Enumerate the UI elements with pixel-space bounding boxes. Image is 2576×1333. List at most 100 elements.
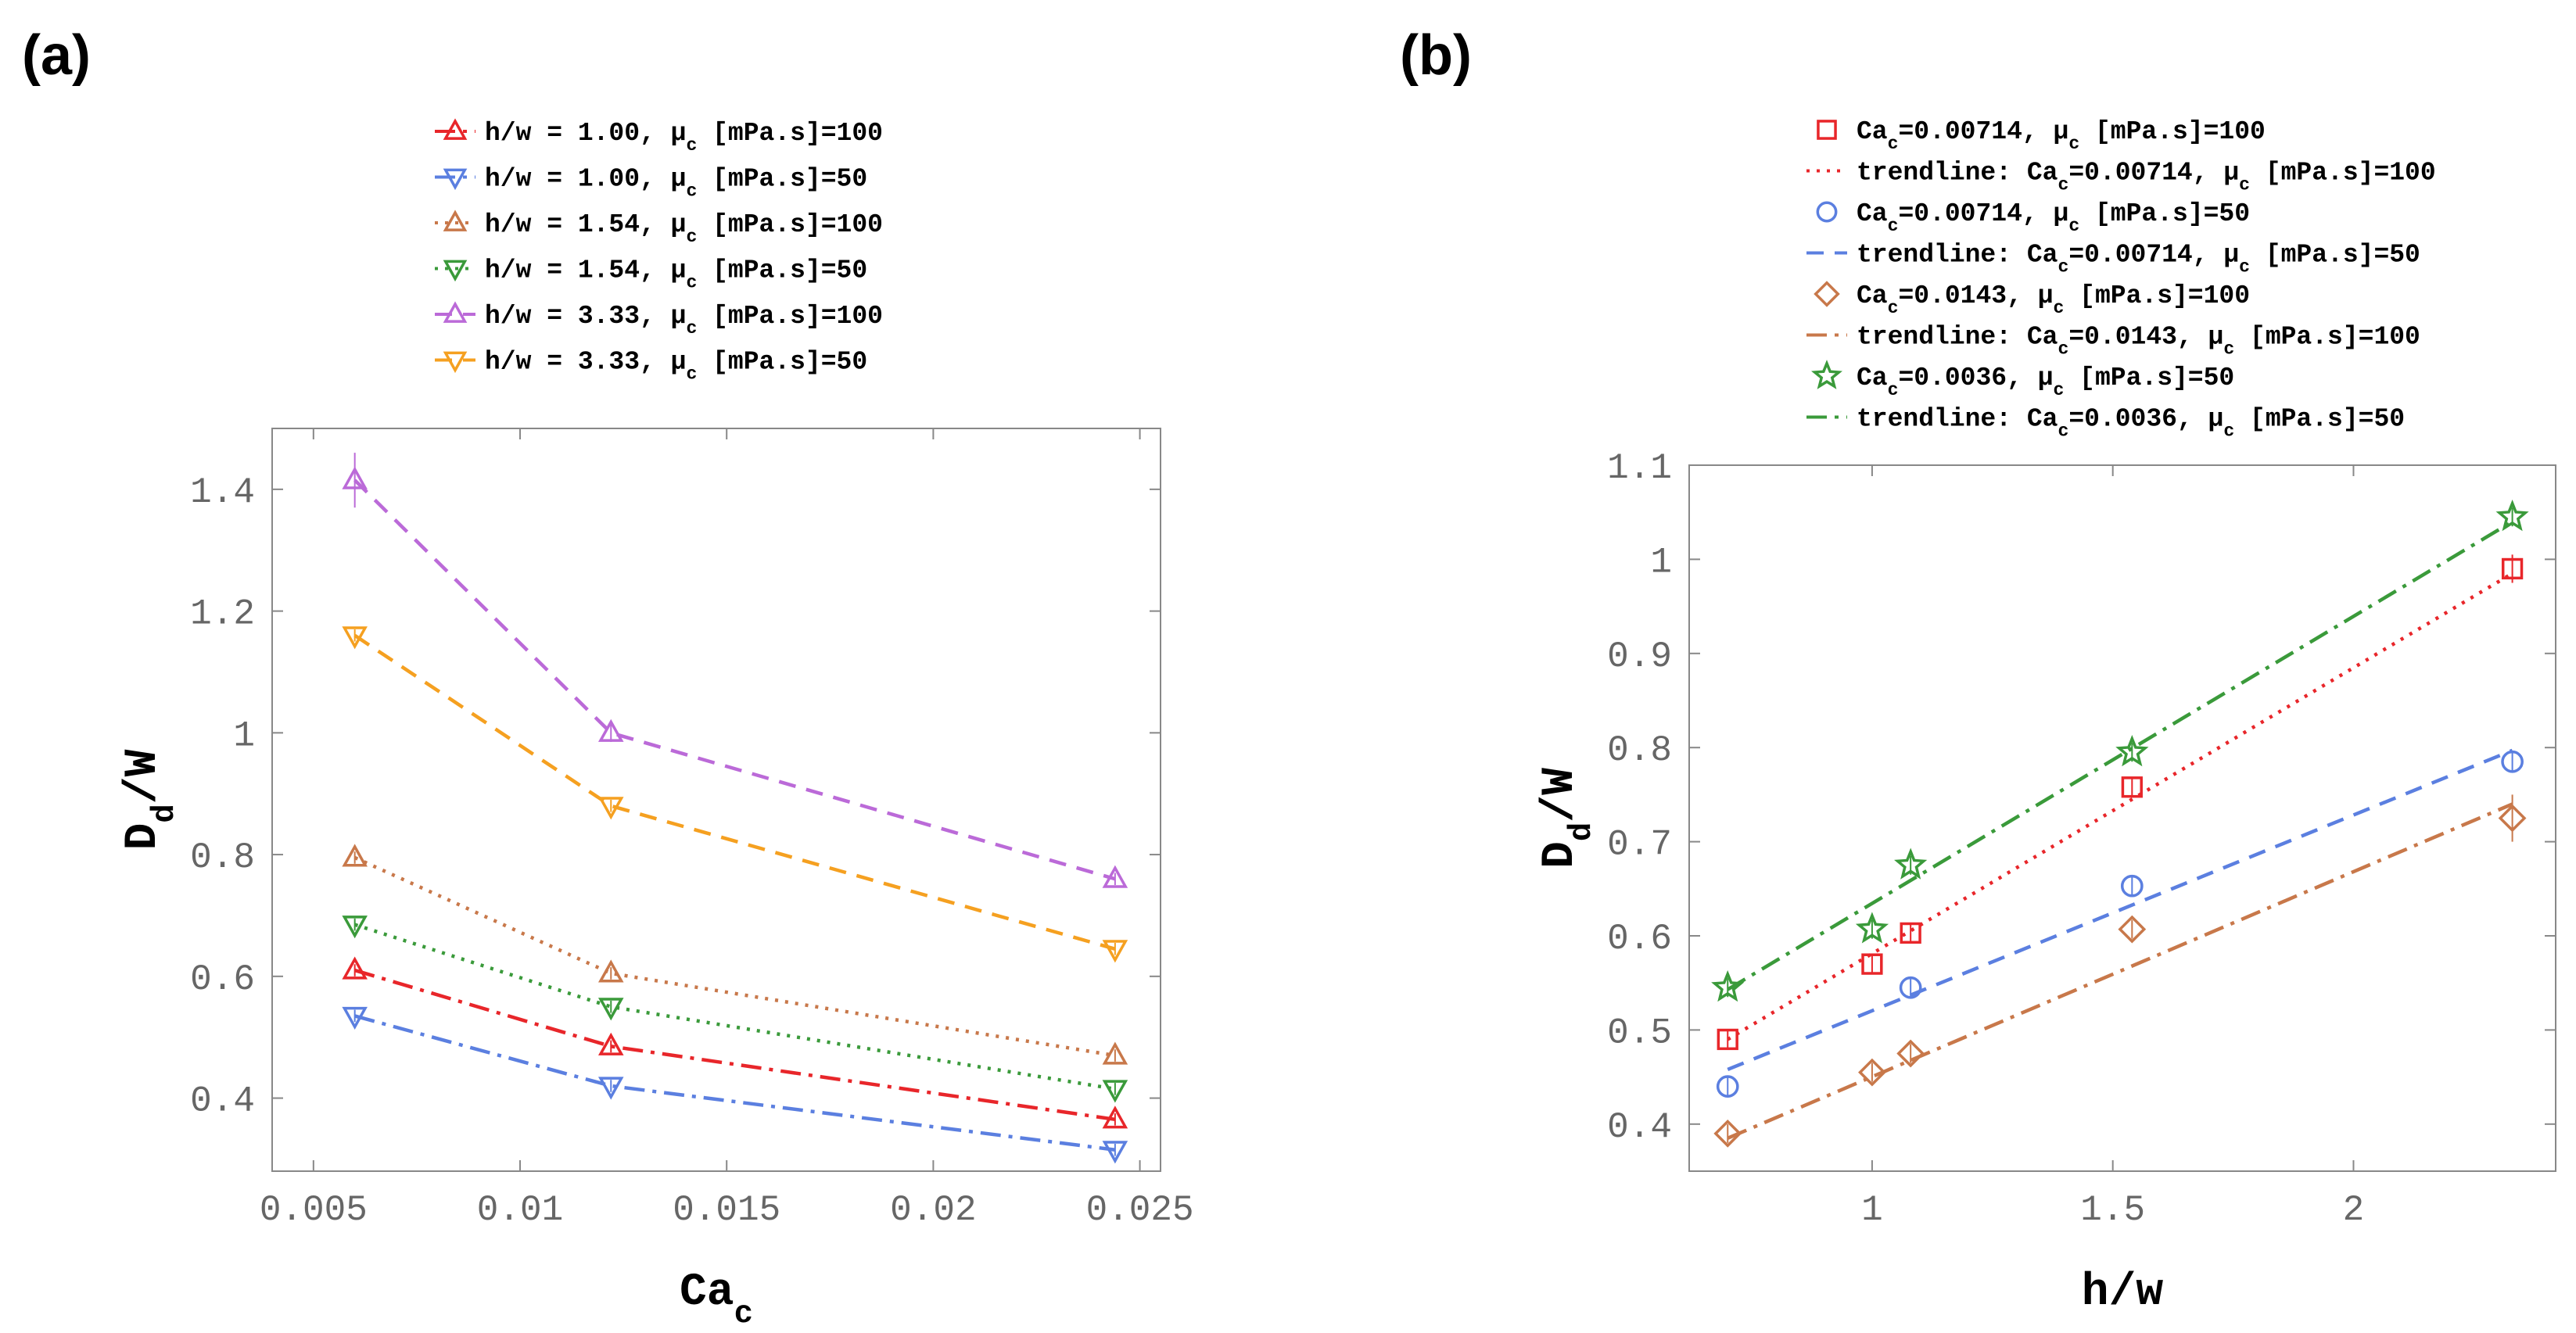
panel-b-trendline-1 [1727,748,2513,1072]
panel-b-ytick-label: 0.9 [1607,636,1672,677]
panel-b-legend-label: Cac=0.0036, μc [mPa.s]=50 [1857,364,2234,400]
panel-b-data-point [1717,1028,1738,1051]
panel-b-legend-marker [1817,120,1837,140]
panel-a-ytick-label: 1 [233,715,255,756]
panel-b-plot-frame [1688,464,2556,1172]
panel-a-legend-label: h/w = 3.33, μc [mPa.s]=50 [485,348,867,385]
panel-a-data-point [342,466,368,489]
panel-a-series-line-1 [354,1014,1116,1152]
panel-a-data-point [1102,940,1128,963]
panel-b-data-point [1858,1058,1886,1087]
panel-b-y-axis-label: Dd/W [1535,768,1600,869]
panel-a-xtick-label: 0.015 [673,1190,780,1231]
panel-b-data-point [2121,776,2143,798]
panel-b-data-point [1855,912,1889,944]
panel-a-ytick-label: 1.4 [190,472,255,513]
panel-b-data-point [1894,847,1928,880]
panel-a-legend-marker [443,118,468,140]
panel-a-x-axis-label: Cac [680,1267,753,1329]
panel-b-ytick-label: 0.7 [1607,825,1672,865]
panel-a-xtick-label: 0.005 [260,1190,368,1231]
panel-a-data-point [342,844,368,867]
panel-a-xtick-label: 0.01 [477,1190,563,1231]
panel-a-data-point [1102,1080,1128,1103]
panel-b-xtick-label: 2 [2343,1190,2365,1231]
panel-a-y-axis-label: Dd/W [118,749,183,850]
panel-a-data-point [342,1006,368,1030]
panel-b-chart: 1 1.5 2 0.4 0.5 0.6 0.7 0.8 0.9 1 1.1 h/w Dd/W Cac=0.… [1535,117,2556,1318]
panel-b-legend-trend-label: trendline: Cac=0.00714, μc [mPa.s]=100 [1857,159,2436,195]
panel-a-legend-label: h/w = 1.00, μc [mPa.s]=50 [485,165,867,202]
panel-b-data-point [2501,750,2524,773]
panel-b-data-point [1713,1119,1742,1148]
panel-b-data-point [1716,1075,1739,1098]
panel-b-data-point [2498,804,2527,833]
panel-a-plot-frame [271,428,1161,1172]
panel-a-letter: (a) [22,24,91,87]
panel-a-data-point [597,959,624,983]
panel-a-legend-label: h/w = 1.00, μc [mPa.s]=100 [485,119,883,156]
panel-b-data-point [2115,734,2149,767]
panel-b-xtick-label: 1.5 [2080,1190,2145,1231]
panel-a-series-line-4 [353,478,1116,881]
panel-b-data-point [2495,499,2529,532]
panel-b-data-point [1711,970,1745,1002]
panel-a-ytick-label: 1.2 [190,594,255,635]
panel-a-data-point [597,1032,624,1055]
panel-b-data-point [1900,922,1921,944]
panel-a-data-point [342,956,368,980]
panel-a-data-point [1102,1041,1128,1065]
panel-b-legend-label: Cac=0.00714, μc [mPa.s]=100 [1857,117,2266,154]
panel-b-data-point [1896,1039,1925,1068]
panel-a-series-line-5 [353,633,1116,951]
panel-a-ytick-label: 0.4 [190,1081,255,1122]
panel-a-series-line-0 [354,968,1116,1122]
panel-b-legend-trend-label: trendline: Cac=0.0036, μc [mPa.s]=50 [1857,405,2405,442]
panel-b-legend-label: Cac=0.0143, μc [mPa.s]=100 [1857,281,2250,318]
panel-a-data-point [1102,865,1128,888]
panel-a-data-point [342,916,368,939]
panel-b-legend-trend-label: trendline: Cac=0.00714, μc [mPa.s]=50 [1857,241,2420,278]
panel-b-letter: (b) [1400,24,1472,87]
panel-a-data-point [1102,1141,1128,1164]
panel-a-ytick-label: 0.8 [190,837,255,878]
panel-b-ytick-label: 0.8 [1607,730,1672,771]
panel-a-series-line-3 [353,923,1116,1091]
panel-b-data-point [2501,557,2524,580]
panel-b-legend-marker [1816,201,1838,223]
panel-b-legend-trend-label: trendline: Cac=0.0143, μc [mPa.s]=100 [1857,323,2420,360]
panel-a-ytick-label: 0.6 [190,959,255,1000]
panel-b-legend-marker [1814,281,1840,307]
panel-b-trendline-3 [1727,520,2513,991]
panel-b-ytick-label: 0.6 [1607,919,1672,959]
panel-b-data-point [2118,915,2147,944]
panel-a-legend-marker [443,351,468,374]
panel-a-data-point [597,1077,624,1100]
panel-b-ytick-label: 1 [1650,542,1672,582]
panel-b-data-point [1899,976,1922,999]
panel-b-x-axis-label: h/w [2082,1267,2164,1318]
panel-a-legend-marker [443,210,468,231]
panel-a-legend-marker [443,168,468,191]
panel-b-ytick-label: 0.4 [1607,1107,1672,1148]
panel-b-ytick-label: 1.1 [1607,448,1672,489]
panel-b-xtick-label: 1 [1861,1190,1883,1231]
panel-b-legend-label: Cac=0.00714, μc [mPa.s]=50 [1857,199,2250,236]
panel-b-data-point [2120,874,2144,898]
panel-a-series-line-2 [353,855,1116,1058]
panel-b-ytick-label: 0.5 [1607,1012,1672,1053]
panel-a-chart: 0.005 0.01 0.015 0.02 0.025 0.4 0.6 0.8 1 1.2 1.4 C… [118,118,1194,1332]
panel-b-data-point [1861,953,1883,975]
panel-a-xtick-label: 0.025 [1086,1190,1194,1231]
panel-a-data-point [597,718,624,742]
panel-a-legend-label: h/w = 1.54, μc [mPa.s]=50 [485,256,867,293]
panel-a-xtick-label: 0.02 [890,1190,976,1231]
panel-b-trendline-2 [1727,802,2513,1140]
panel-a-data-point [1102,1105,1128,1129]
panel-a-data-point [597,797,624,820]
panel-a-legend-label: h/w = 1.54, μc [mPa.s]=100 [485,210,883,247]
panel-b-legend-marker [1811,360,1842,389]
panel-a-data-point [597,998,624,1021]
panel-a-data-point [342,626,368,650]
panel-a-legend-label: h/w = 3.33, μc [mPa.s]=100 [485,302,883,339]
